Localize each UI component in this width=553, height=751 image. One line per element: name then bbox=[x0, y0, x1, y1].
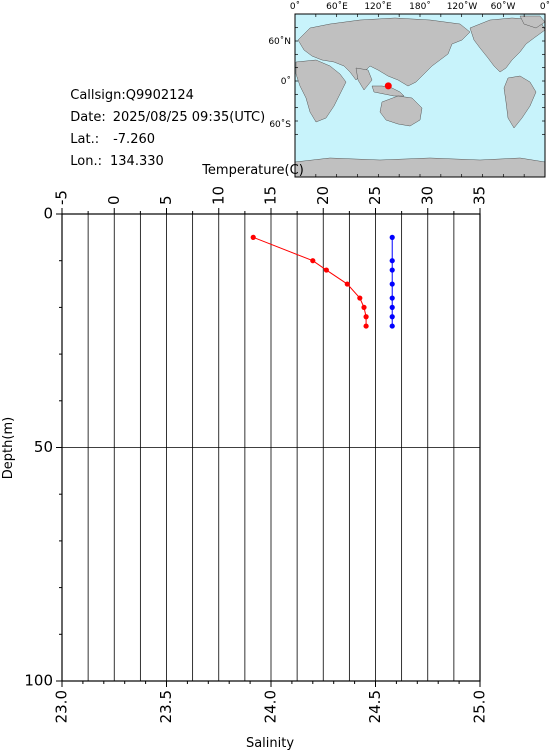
lon-label: Lon.: bbox=[70, 154, 102, 169]
salinity-tick-labels: 23.0 23.5 24.0 24.5 25.0 bbox=[53, 690, 489, 723]
map-land bbox=[294, 15, 546, 178]
india-landmass bbox=[355, 67, 373, 91]
temperature-data-point bbox=[323, 267, 329, 273]
salinity-data-point bbox=[389, 323, 395, 329]
depth-tick-label: 0 bbox=[43, 205, 53, 223]
axis-ticks bbox=[56, 208, 481, 687]
callsign-value: Q9902124 bbox=[125, 88, 194, 103]
greenland-landmass bbox=[519, 15, 546, 29]
australia-landmass bbox=[379, 95, 423, 127]
temperature-data-point bbox=[361, 304, 367, 310]
date-value: 2025/08/25 09:35(UTC) bbox=[112, 110, 266, 125]
temperature-data-point bbox=[344, 281, 350, 287]
map-lon-label: 180˚ bbox=[409, 1, 431, 12]
salinity-data-point bbox=[389, 234, 395, 240]
map-lat-label: 60˚N bbox=[268, 36, 291, 47]
lon-value: 134.330 bbox=[110, 154, 164, 169]
salinity-data-point bbox=[389, 304, 395, 310]
temperature-data-point bbox=[250, 234, 256, 240]
temperature-data-point bbox=[310, 258, 316, 264]
map-lon-label: 60˚E bbox=[326, 1, 348, 12]
map-lon-label: 120˚E bbox=[364, 1, 392, 12]
eurasia-landmass bbox=[297, 17, 471, 87]
depth-tick-labels: 0 50 100 bbox=[24, 205, 53, 690]
salinity-tick-label: 23.0 bbox=[53, 690, 71, 723]
depth-axis-label: Depth(m) bbox=[1, 417, 16, 479]
salinity-data-point bbox=[389, 258, 395, 264]
station-location-marker bbox=[384, 82, 392, 90]
salinity-axis-label: Salinity bbox=[246, 736, 294, 751]
temperature-axis-label: Temperature(C) bbox=[201, 163, 304, 178]
map-lat-label: 60˚S bbox=[269, 119, 291, 130]
date-row: Date: 2025/08/25 09:35(UTC) bbox=[62, 95, 265, 125]
lon-row: Lon.: 134.330 bbox=[62, 139, 164, 169]
chart-grid bbox=[62, 214, 480, 681]
temperature-data-point bbox=[357, 295, 363, 301]
location-map: 0˚ 60˚E 120˚E 180˚ 120˚W 60˚W 0˚ 60˚N 0˚… bbox=[268, 1, 550, 178]
temperature-tick-label: 15 bbox=[262, 186, 280, 205]
callsign-row: Callsign:Q9902124 bbox=[62, 73, 194, 103]
callsign-label: Callsign: bbox=[70, 88, 126, 103]
temperature-data-point bbox=[363, 314, 369, 320]
map-lat-labels: 60˚N 0˚ 60˚S bbox=[268, 36, 291, 130]
series-layer bbox=[250, 234, 395, 329]
salinity-data-point bbox=[389, 295, 395, 301]
temperature-tick-label: 35 bbox=[471, 186, 489, 205]
map-lon-labels: 0˚ 60˚E 120˚E 180˚ 120˚W 60˚W 0˚ bbox=[290, 1, 550, 12]
temperature-tick-label: 20 bbox=[314, 186, 332, 205]
salinity-tick-label: 24.5 bbox=[366, 690, 384, 723]
temperature-tick-label: -5 bbox=[53, 190, 71, 205]
south-america-landmass bbox=[503, 75, 537, 129]
salinity-tick-label: 24.0 bbox=[262, 690, 280, 723]
lat-row: Lat.: -7.260 bbox=[62, 117, 155, 147]
temperature-tick-label: 0 bbox=[105, 195, 123, 205]
map-lon-label: 120˚W bbox=[447, 1, 478, 12]
lat-label: Lat.: bbox=[70, 132, 100, 147]
depth-tick-label: 100 bbox=[24, 672, 53, 690]
map-lon-label: 0˚ bbox=[290, 1, 300, 12]
salinity-data-point bbox=[389, 281, 395, 287]
temperature-tick-labels: -5 0 5 10 15 20 25 30 35 bbox=[53, 186, 489, 205]
map-lat-label: 0˚ bbox=[281, 76, 291, 87]
temperature-tick-label: 25 bbox=[366, 186, 384, 205]
lat-value: -7.260 bbox=[113, 132, 156, 147]
map-lon-label: 0˚ bbox=[540, 1, 550, 12]
salinity-tick-label: 25.0 bbox=[471, 690, 489, 723]
temperature-data-point bbox=[363, 323, 369, 329]
map-ticks bbox=[294, 14, 546, 177]
map-lon-label: 60˚W bbox=[491, 1, 516, 12]
temperature-tick-label: 10 bbox=[209, 186, 227, 205]
africa-landmass bbox=[295, 59, 347, 123]
salinity-data-point bbox=[389, 267, 395, 273]
salinity-data-point bbox=[389, 314, 395, 320]
date-label: Date: bbox=[70, 110, 106, 125]
temperature-tick-label: 5 bbox=[157, 195, 175, 205]
temperature-tick-label: 30 bbox=[418, 186, 436, 205]
salinity-tick-label: 23.5 bbox=[157, 690, 175, 723]
depth-tick-label: 50 bbox=[34, 438, 53, 456]
